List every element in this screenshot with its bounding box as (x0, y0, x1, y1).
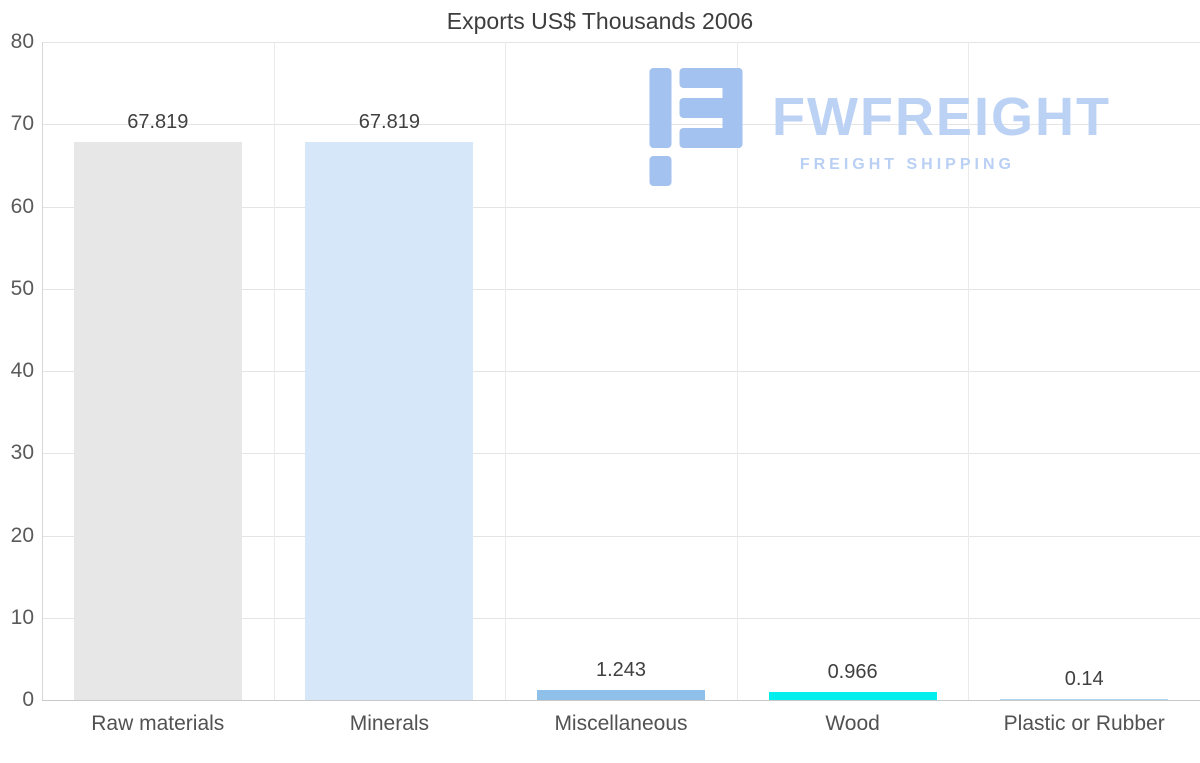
x-axis-line (42, 700, 1200, 701)
grid-line-horizontal (42, 42, 1200, 43)
chart-title: Exports US$ Thousands 2006 (446, 8, 754, 34)
category-label: Raw materials (91, 712, 225, 735)
y-tick-label: 40 (10, 359, 34, 382)
logo-tagline: FREIGHT SHIPPING (799, 156, 1015, 173)
bar (537, 689, 705, 700)
grid-line-horizontal (42, 288, 1200, 290)
fwfreight-logo-icon (649, 68, 743, 186)
grid-line-vertical (736, 42, 738, 700)
category-label: Miscellaneous (554, 712, 688, 735)
grid-line-horizontal (42, 124, 1200, 126)
grid-line-horizontal (42, 371, 1200, 372)
grid-line-horizontal (42, 535, 1200, 537)
category-label: Wood (825, 712, 880, 735)
y-axis-line (42, 42, 43, 700)
logo-text-block: FWFREIGHT FREIGHT SHIPPING (772, 68, 1111, 174)
grid-line-vertical (273, 42, 275, 700)
bar-value-label: 1.243 (595, 658, 647, 681)
y-tick-label: 20 (10, 523, 34, 547)
bar-value-label: 67.819 (127, 111, 189, 134)
bar-value-label: 0.14 (1064, 667, 1104, 690)
grid-line-horizontal (42, 453, 1200, 455)
bar (73, 142, 242, 700)
fwfreight-watermark: FWFREIGHT FREIGHT SHIPPING (648, 68, 1111, 186)
category-label: Plastic or Rubber (1003, 712, 1165, 735)
bar (305, 142, 474, 700)
bar-value-label: 0.966 (827, 661, 878, 684)
y-tick-label: 10 (10, 605, 34, 629)
y-tick-label: 70 (10, 112, 34, 136)
y-tick-label: 80 (10, 30, 34, 53)
y-tick-label: 30 (10, 441, 34, 465)
logo-name: FWFREIGHT (772, 87, 1111, 147)
category-label: Minerals (349, 712, 430, 735)
grid-line-vertical (968, 42, 970, 700)
grid-line-vertical (505, 42, 507, 700)
y-tick-label: 50 (10, 276, 34, 300)
y-tick-label: 60 (10, 194, 34, 218)
grid-line-horizontal (42, 206, 1200, 208)
bar (768, 692, 937, 700)
bar (1000, 698, 1169, 700)
bar-value-label: 67.819 (358, 111, 420, 134)
grid-line-horizontal (42, 617, 1200, 619)
y-tick-label: 0 (22, 688, 34, 711)
